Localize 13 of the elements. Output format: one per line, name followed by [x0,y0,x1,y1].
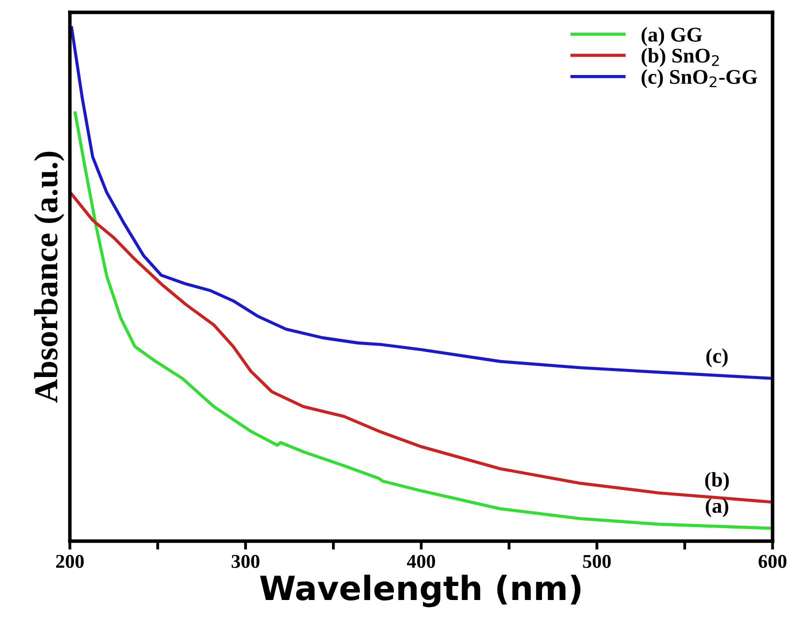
annotation: (b) [705,472,729,491]
annotation: (c) [706,348,728,368]
x-tick-label: 300 [232,554,260,568]
legend-label: (c) SnO$_{2}$-GG [642,69,758,88]
legend-label: (a) GG [642,27,702,46]
x-axis-title: Wavelength (nm) [260,574,580,608]
x-tick-label: 600 [758,554,786,568]
y-axis-title: Absorbance (a.u.) [34,152,64,403]
legend-label: (b) SnO$_{2}$ [642,48,719,67]
annotation: (a) [706,498,728,518]
x-tick-label: 400 [406,554,436,568]
x-tick-label: 200 [56,554,84,568]
x-tick-label: 500 [583,554,611,568]
